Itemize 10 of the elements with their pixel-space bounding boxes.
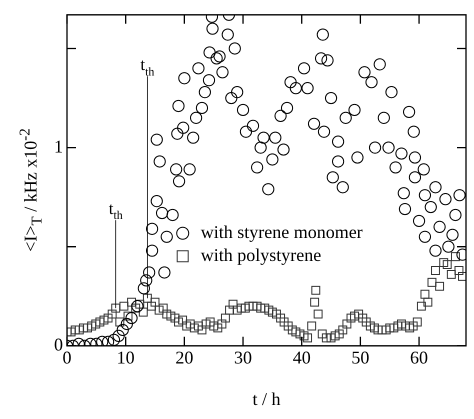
legend-label: with styrene monomer: [200, 222, 363, 242]
x-tick-label: 50: [351, 347, 370, 368]
legend-label: with polystyrene: [200, 244, 322, 265]
x-tick-label: 40: [292, 347, 311, 368]
y-tick-label: 1: [54, 136, 63, 156]
x-axis-title: t / h: [252, 388, 281, 409]
x-tick-label: 10: [116, 347, 135, 368]
x-tick-label: 30: [234, 347, 252, 368]
x-tick-label: 20: [175, 347, 194, 368]
x-tick-label: 60: [410, 347, 428, 368]
